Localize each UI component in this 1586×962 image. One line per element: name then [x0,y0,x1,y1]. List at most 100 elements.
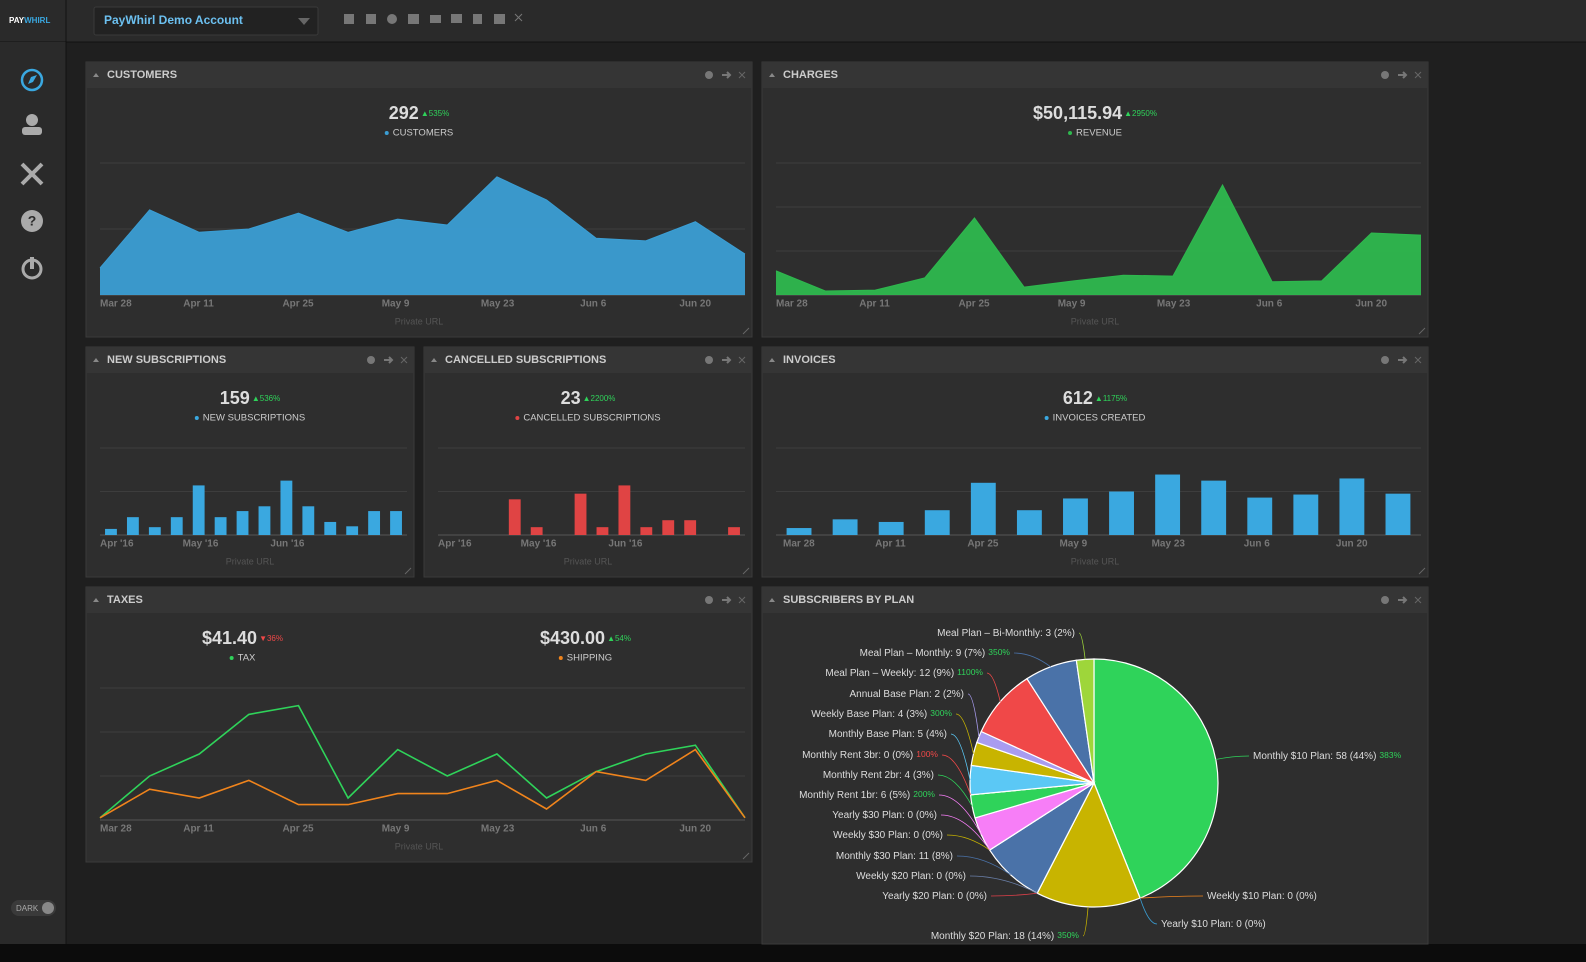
bar [574,493,587,535]
panel-header [762,347,1428,373]
slice-label: Monthly Rent 3br: 0 (0%) 100% [802,749,938,760]
slice-change: 383% [1379,750,1401,760]
collapse-caret [769,598,775,602]
nav-dashboard-needle [28,75,37,84]
bar [832,519,858,535]
panel-header [86,587,752,613]
slice-label-text: Yearly $30 Plan: 0 (0%) [832,810,937,821]
stat: $430.00 ▲54% [540,628,631,648]
settings-button[interactable] [1381,356,1389,364]
slice-label: Meal Plan – Weekly: 12 (9%) 1100% [825,667,983,678]
resize-handle [742,327,750,335]
toolbar-icon[interactable] [514,13,523,22]
settings-button[interactable] [705,356,713,364]
close-button[interactable] [400,356,408,364]
stat: $41.40 ▼36% [202,628,283,648]
nav-customers[interactable] [26,114,38,126]
share-button[interactable] [1398,596,1408,604]
stat-change: ▼36% [259,634,283,643]
settings-button[interactable] [705,71,713,79]
toolbar-icon[interactable] [366,14,376,24]
stat-value: 612 [1063,388,1093,408]
panel-title: CANCELLED SUBSCRIPTIONS [445,354,606,366]
slice-label: Meal Plan – Bi-Monthly: 3 (2%) [937,628,1075,639]
nav-tools[interactable] [20,162,44,186]
share-button[interactable] [722,596,732,604]
slice-label: Monthly $20 Plan: 18 (14%) 350% [931,930,1080,941]
panel [85,586,753,863]
leader-line [955,713,974,754]
settings-button[interactable] [1381,596,1389,604]
stat-value: $50,115.94 [1033,103,1122,123]
legend-entry: NEW SUBSCRIPTIONS [203,413,305,424]
bar [618,485,631,535]
toolbar-icon[interactable] [408,14,419,24]
x-tick-label: Jun 20 [1336,539,1368,550]
leader-line [990,892,1038,897]
logo-part: PAY [9,16,25,25]
bar [924,510,950,535]
slice-label: Weekly Base Plan: 4 (3%) 300% [811,708,952,719]
slice-label: Monthly Base Plan: 5 (4%) [829,729,947,740]
slice-label-text: Weekly Base Plan: 4 (3%) [811,709,927,720]
legend-entry: CANCELLED SUBSCRIPTIONS [523,413,660,424]
share-button[interactable] [722,356,732,364]
toolbar-icon[interactable] [494,14,505,24]
close-button[interactable] [738,71,746,79]
nav-help[interactable] [21,210,43,232]
settings-button[interactable] [705,596,713,604]
x-tick-label: Jun 6 [580,299,607,310]
leader-line [967,693,980,737]
slice-label: Yearly $10 Plan: 0 (0%) [1161,919,1266,930]
close-button[interactable] [1414,71,1422,79]
slice-label-text: Monthly $10 Plan: 58 (44%) [1253,751,1376,762]
logo-part: WHIRL [24,16,50,25]
share-button[interactable] [722,71,732,79]
collapse-caret [769,73,775,77]
close-button[interactable] [1414,596,1422,604]
stat-value: 23 [561,388,581,408]
close-button[interactable] [738,356,746,364]
settings-button[interactable] [1381,71,1389,79]
panel-title: SUBSCRIBERS BY PLAN [783,594,914,606]
line [99,704,746,819]
stat-change: ▲536% [252,394,280,403]
share-button[interactable] [1398,71,1408,79]
pie [969,658,1219,908]
settings-button[interactable] [367,356,375,364]
stat-value: 159 [220,388,250,408]
bar [214,517,227,535]
private-url: Private URL [1071,556,1120,566]
slice-label-text: Meal Plan – Bi-Monthly: 3 (2%) [937,628,1075,639]
bar [640,527,653,535]
legend-swatch [558,656,563,660]
share-button[interactable] [1398,356,1408,364]
bar [1063,498,1088,535]
account-select[interactable] [93,6,319,36]
x-tick-label: Jun 20 [679,824,711,835]
close-button[interactable] [1414,356,1422,364]
slice-label-text: Weekly $20 Plan: 0 (0%) [856,871,966,882]
slice-label-text: Meal Plan – Weekly: 12 (9%) [825,668,954,679]
legend-swatch [1044,416,1049,420]
bar [280,480,293,535]
legend-entry: CUSTOMERS [393,128,454,139]
stat-value: $41.40 [202,628,257,648]
toolbar-icon[interactable] [451,14,462,23]
line [99,176,746,269]
close-button[interactable] [738,596,746,604]
toolbar-icon[interactable] [473,14,482,24]
slice-label-text: Monthly Rent 1br: 6 (5%) [799,790,910,801]
legend-entry: SHIPPING [567,653,612,664]
leader-line [1078,632,1086,660]
toolbar-icon[interactable] [430,15,441,23]
logo[interactable]: PAYWHIRL [9,16,50,25]
share-button[interactable] [384,356,394,364]
stat-change: ▲2950% [1124,109,1157,118]
toolbar-icon[interactable] [344,14,354,24]
bar [508,499,521,535]
toolbar-icon[interactable] [387,14,397,24]
nav-dashboard[interactable] [20,68,44,92]
x-tick-label: May 9 [1059,539,1087,550]
bar [346,526,359,535]
